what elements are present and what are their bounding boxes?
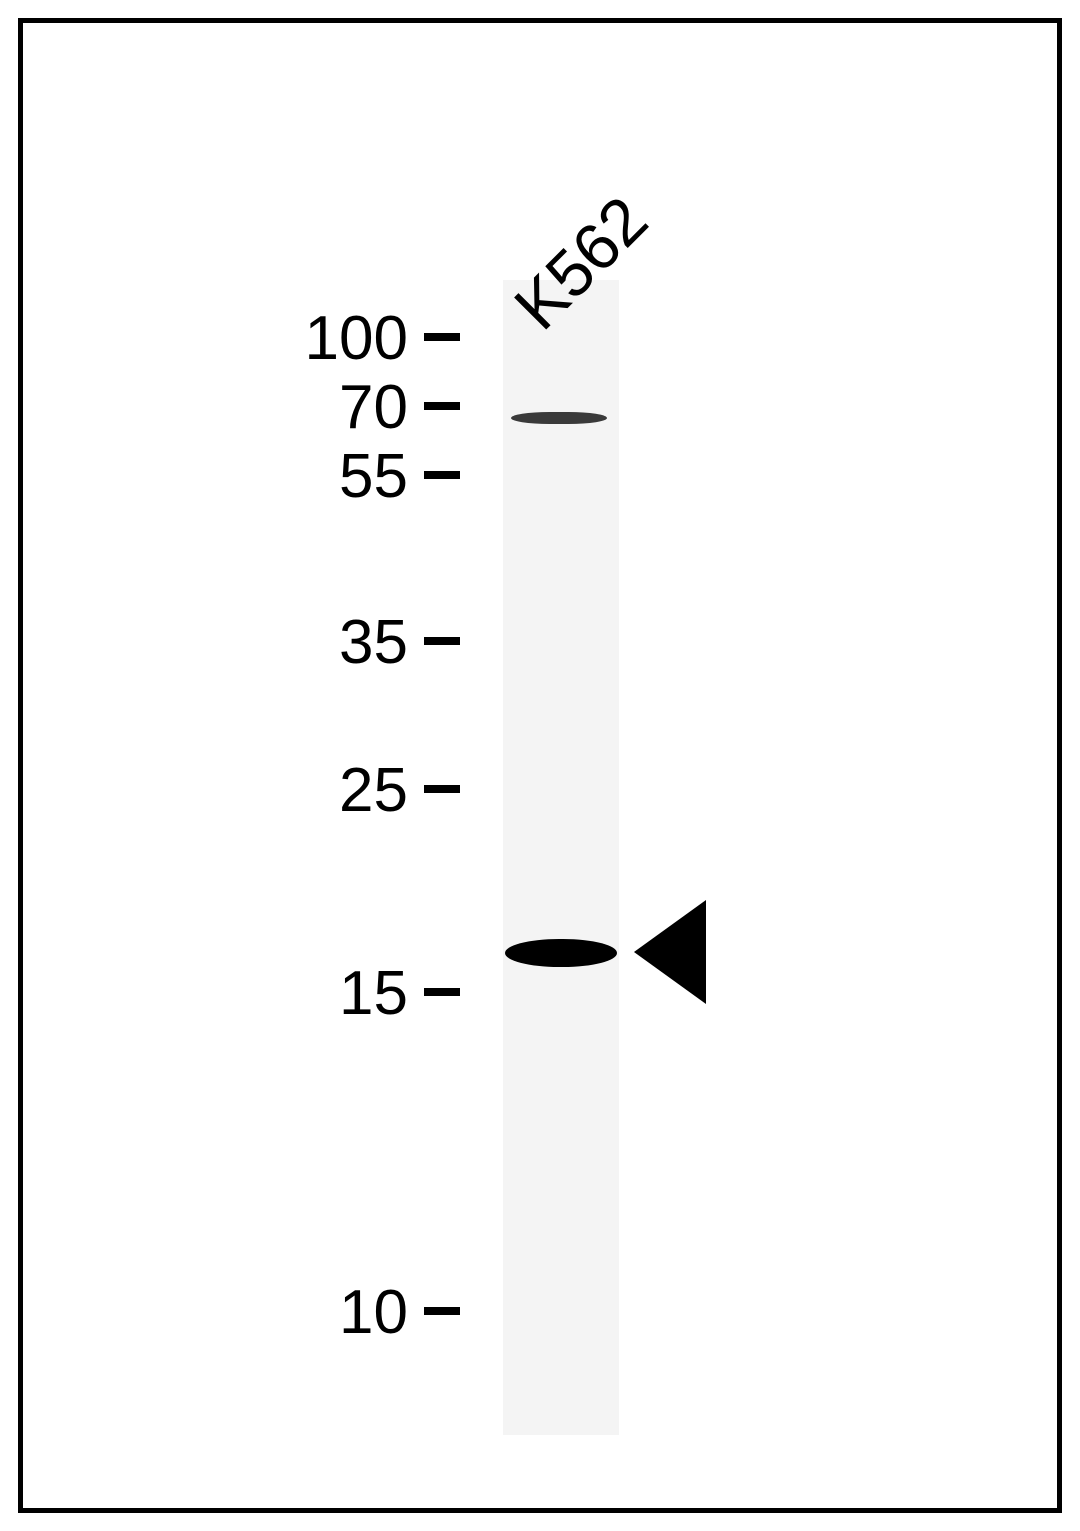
marker-tick (424, 402, 460, 410)
blot-band (505, 939, 617, 967)
marker-label: 35 (339, 607, 408, 678)
marker-label: 10 (339, 1277, 408, 1348)
marker-label: 25 (339, 755, 408, 826)
blot-band (511, 412, 607, 424)
marker-tick (424, 785, 460, 793)
blot-lane (503, 280, 619, 1435)
marker-label: 55 (339, 441, 408, 512)
marker-label: 100 (305, 303, 408, 374)
marker-label: 15 (339, 958, 408, 1029)
target-arrow (634, 900, 706, 1004)
marker-tick (424, 471, 460, 479)
marker-tick (424, 333, 460, 341)
marker-tick (424, 988, 460, 996)
marker-tick (424, 1307, 460, 1315)
marker-tick (424, 637, 460, 645)
marker-label: 70 (339, 372, 408, 443)
